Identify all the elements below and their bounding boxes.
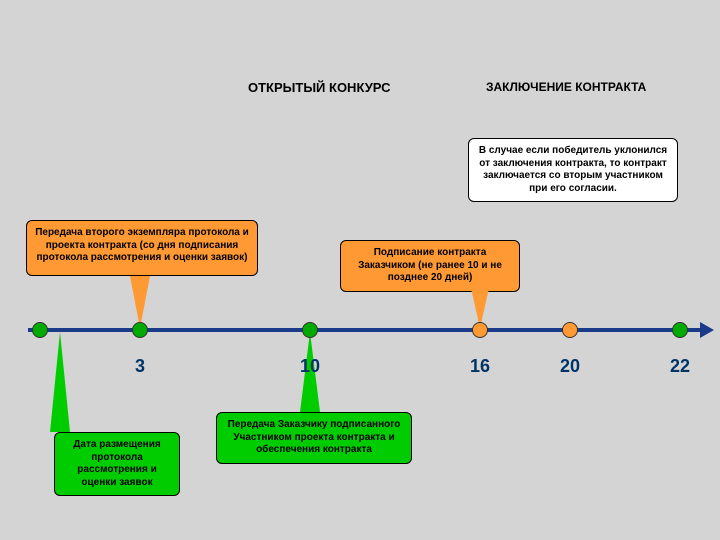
timeline-label: 22 <box>665 356 695 377</box>
pointer-icon <box>130 276 150 328</box>
callout-conditions: В случае если победитель уклонился от за… <box>468 138 678 202</box>
callout-text: В случае если победитель уклонился от за… <box>479 145 667 194</box>
timeline-node <box>562 322 578 338</box>
timeline-label: 10 <box>295 356 325 377</box>
callout-publish-date: Дата размещения протокола рассмотрения и… <box>54 432 180 496</box>
timeline-line <box>28 328 700 332</box>
pointer-icon <box>50 332 70 432</box>
callout-transfer-protocol: Передача второго экземпляра протокола и … <box>26 220 258 276</box>
timeline-label: 16 <box>465 356 495 377</box>
callout-signing: Подписание контракта Заказчиком (не ране… <box>340 240 520 292</box>
timeline-node <box>672 322 688 338</box>
timeline-node <box>32 322 48 338</box>
title-right: ЗАКЛЮЧЕНИЕ КОНТРАКТА <box>486 80 646 94</box>
timeline-node <box>302 322 318 338</box>
arrow-right-icon <box>700 322 714 338</box>
timeline-node <box>132 322 148 338</box>
timeline-label: 3 <box>125 356 155 377</box>
timeline-node <box>472 322 488 338</box>
callout-transfer-signed: Передача Заказчику подписанного Участник… <box>216 412 412 464</box>
callout-text: Передача второго экземпляра протокола и … <box>35 227 249 263</box>
title-left: ОТКРЫТЫЙ КОНКУРС <box>248 80 391 95</box>
callout-text: Передача Заказчику подписанного Участник… <box>228 419 401 455</box>
callout-text: Подписание контракта Заказчиком (не ране… <box>358 247 502 283</box>
callout-text: Дата размещения протокола рассмотрения и… <box>73 439 160 488</box>
timeline-label: 20 <box>555 356 585 377</box>
